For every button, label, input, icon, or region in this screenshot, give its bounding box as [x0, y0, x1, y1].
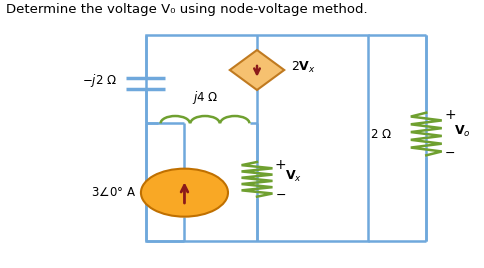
Text: $-j2\ \Omega$: $-j2\ \Omega$ [82, 72, 117, 89]
Text: +: + [443, 108, 455, 122]
Text: +: + [274, 158, 286, 172]
Text: $\mathbf{V}_o$: $\mathbf{V}_o$ [453, 124, 469, 139]
Text: $2\mathbf{V}_x$: $2\mathbf{V}_x$ [290, 60, 315, 75]
Polygon shape [229, 50, 284, 90]
Text: $1\ \Omega$: $1\ \Omega$ [185, 173, 207, 186]
Bar [146, 35, 367, 241]
Text: $3\angle 0°\ \mathrm{A}$: $3\angle 0°\ \mathrm{A}$ [91, 186, 136, 199]
Text: Determine the voltage V₀ using node-voltage method.: Determine the voltage V₀ using node-volt… [5, 3, 366, 16]
Text: $-$: $-$ [274, 188, 286, 200]
Text: $-$: $-$ [443, 146, 454, 159]
Text: $\mathbf{V}_x$: $\mathbf{V}_x$ [284, 169, 301, 184]
Text: $j4\ \Omega$: $j4\ \Omega$ [191, 89, 218, 106]
Text: $2\ \Omega$: $2\ \Omega$ [369, 128, 391, 140]
Circle shape [141, 169, 227, 217]
